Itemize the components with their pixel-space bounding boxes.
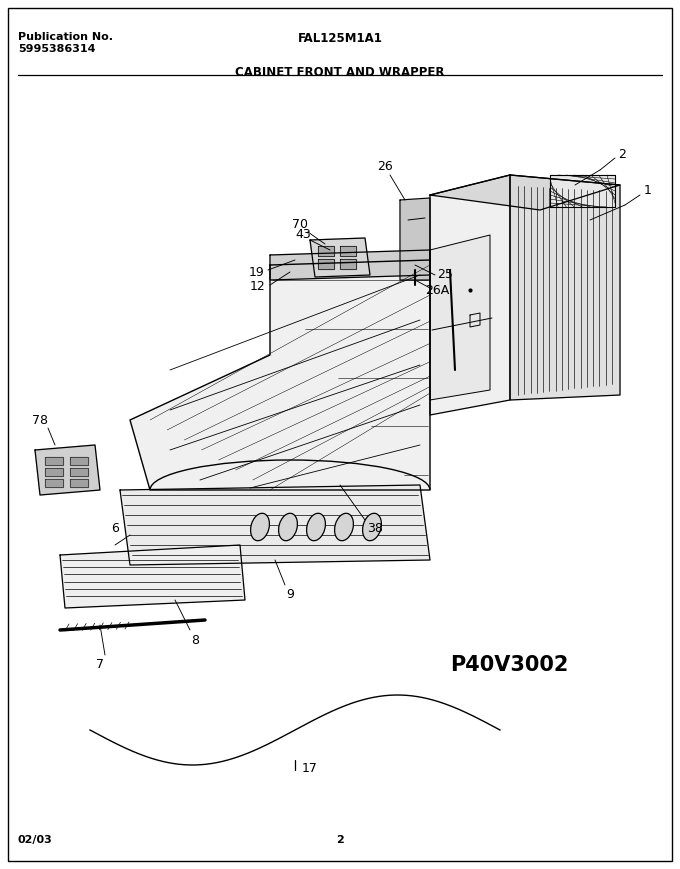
Ellipse shape bbox=[251, 514, 269, 541]
Ellipse shape bbox=[279, 514, 297, 541]
Polygon shape bbox=[430, 175, 510, 415]
Text: 7: 7 bbox=[96, 658, 104, 671]
Polygon shape bbox=[70, 468, 88, 476]
Text: 26: 26 bbox=[377, 161, 393, 174]
Text: CABINET FRONT AND WRAPPER: CABINET FRONT AND WRAPPER bbox=[235, 66, 445, 79]
Text: 70: 70 bbox=[292, 218, 308, 231]
Polygon shape bbox=[318, 259, 334, 269]
Polygon shape bbox=[430, 175, 620, 210]
Polygon shape bbox=[430, 235, 490, 400]
Polygon shape bbox=[340, 259, 356, 269]
Text: 25: 25 bbox=[437, 269, 453, 282]
Polygon shape bbox=[318, 246, 334, 256]
Text: 17: 17 bbox=[302, 761, 318, 774]
Polygon shape bbox=[340, 246, 356, 256]
Ellipse shape bbox=[307, 514, 326, 541]
Polygon shape bbox=[45, 479, 63, 487]
Text: 5995386314: 5995386314 bbox=[18, 44, 95, 54]
Text: P40V3002: P40V3002 bbox=[450, 655, 568, 675]
Polygon shape bbox=[400, 198, 430, 280]
Text: 12: 12 bbox=[250, 281, 266, 294]
Ellipse shape bbox=[335, 514, 354, 541]
Polygon shape bbox=[130, 260, 430, 490]
Text: 43: 43 bbox=[295, 229, 311, 242]
Polygon shape bbox=[45, 468, 63, 476]
Polygon shape bbox=[120, 485, 430, 565]
Polygon shape bbox=[510, 175, 620, 400]
Text: 38: 38 bbox=[367, 521, 383, 534]
Text: 1: 1 bbox=[644, 183, 652, 196]
Text: FAL125M1A1: FAL125M1A1 bbox=[298, 32, 382, 45]
Text: 2: 2 bbox=[336, 835, 344, 845]
Polygon shape bbox=[310, 238, 370, 277]
Text: 26A: 26A bbox=[425, 283, 449, 296]
Text: Publication No.: Publication No. bbox=[18, 32, 113, 42]
Ellipse shape bbox=[362, 514, 381, 541]
Text: 9: 9 bbox=[286, 587, 294, 600]
Polygon shape bbox=[550, 175, 615, 207]
Polygon shape bbox=[270, 250, 430, 280]
Text: 78: 78 bbox=[32, 414, 48, 427]
Text: 6: 6 bbox=[111, 521, 119, 534]
Text: 19: 19 bbox=[249, 266, 265, 278]
Polygon shape bbox=[45, 457, 63, 465]
Text: 02/03: 02/03 bbox=[18, 835, 53, 845]
Polygon shape bbox=[70, 479, 88, 487]
Polygon shape bbox=[60, 545, 245, 608]
Text: 2: 2 bbox=[618, 148, 626, 161]
Polygon shape bbox=[70, 457, 88, 465]
Polygon shape bbox=[35, 445, 100, 495]
Text: 8: 8 bbox=[191, 634, 199, 647]
